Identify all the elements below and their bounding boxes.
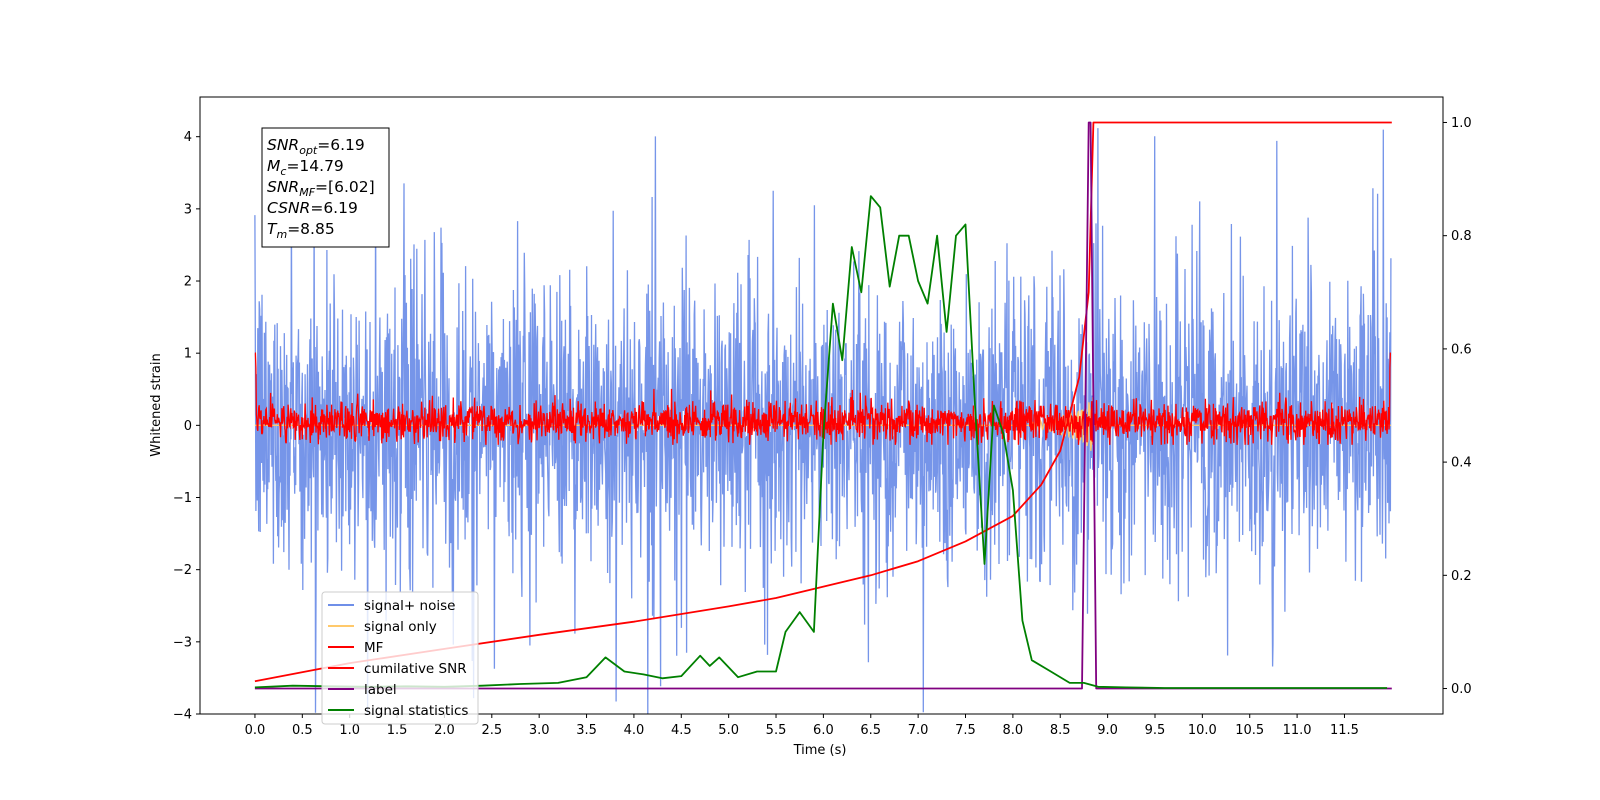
y-left-tick-label: 0 bbox=[184, 419, 192, 434]
annotation-line: SNRMF=[6.02] bbox=[267, 178, 375, 199]
y-left-tick-label: −1 bbox=[173, 491, 192, 506]
x-tick-label: 10.0 bbox=[1188, 723, 1217, 738]
x-tick-label: 9.5 bbox=[1145, 723, 1166, 738]
y-axis-label: Whitened strain bbox=[149, 353, 164, 456]
x-tick-label: 0.0 bbox=[245, 723, 266, 738]
legend-label: cumilative SNR bbox=[364, 661, 467, 677]
annotation-box-frame bbox=[261, 127, 390, 248]
y-right-tick-label: 0.4 bbox=[1451, 456, 1472, 471]
x-tick-label: 4.5 bbox=[671, 723, 692, 738]
x-tick-label: 3.0 bbox=[529, 723, 550, 738]
y-right-tick-label: 0.2 bbox=[1451, 569, 1472, 584]
series-signal-statistics bbox=[254, 195, 1388, 689]
x-axis: 0.0 0.5 1.0 1.5 2.0 2.5 3.0 3.5 4.0 4.5 5.0 5.5 6.0 6… bbox=[245, 714, 1359, 738]
x-tick-label: 7.0 bbox=[908, 723, 929, 738]
x-tick-label: 4.0 bbox=[624, 723, 645, 738]
legend-label: signal+ noise bbox=[364, 598, 455, 614]
annotation-line: Tm=8.85 bbox=[267, 220, 335, 241]
y-right-tick-label: 0.8 bbox=[1451, 229, 1472, 244]
y-right-tick-label: 1.0 bbox=[1451, 116, 1472, 131]
y-left-tick-label: 3 bbox=[184, 202, 192, 217]
legend-label: signal only bbox=[364, 619, 437, 635]
y-left-tick-label: −2 bbox=[173, 563, 192, 578]
x-tick-label: 8.0 bbox=[1003, 723, 1024, 738]
annotation-box: SNRopt=6.19Mc=14.79SNRMF=[6.02]CSNR=6.19… bbox=[261, 127, 390, 248]
y-left-tick-label: 4 bbox=[184, 130, 192, 145]
y-left-tick-label: −3 bbox=[173, 635, 192, 650]
annotation-line: CSNR=6.19 bbox=[267, 199, 358, 217]
x-tick-label: 7.5 bbox=[955, 723, 976, 738]
x-tick-label: 5.5 bbox=[766, 723, 787, 738]
plot-area bbox=[254, 121, 1392, 714]
y-right-tick-label: 0.6 bbox=[1451, 342, 1472, 357]
x-tick-label: 6.5 bbox=[860, 723, 881, 738]
x-tick-label: 1.5 bbox=[387, 723, 408, 738]
series-cumilative-snr bbox=[254, 121, 1392, 683]
x-tick-label: 11.0 bbox=[1283, 723, 1312, 738]
x-tick-label: 1.0 bbox=[339, 723, 360, 738]
x-tick-label: 6.0 bbox=[813, 723, 834, 738]
x-tick-label: 2.0 bbox=[434, 723, 455, 738]
x-tick-label: 8.5 bbox=[1050, 723, 1071, 738]
x-tick-label: 3.5 bbox=[576, 723, 597, 738]
x-tick-label: 0.5 bbox=[292, 723, 313, 738]
legend-label: signal statistics bbox=[364, 703, 468, 719]
legend-label: label bbox=[364, 682, 397, 698]
legend-frame bbox=[321, 591, 479, 725]
x-tick-label: 11.5 bbox=[1330, 723, 1359, 738]
y-left-tick-label: 1 bbox=[184, 347, 192, 362]
x-axis-label: Time (s) bbox=[793, 743, 847, 758]
legend: signal+ noise signal only MF cumilative SNR… bbox=[321, 591, 479, 725]
annotation-line: Mc=14.79 bbox=[267, 157, 344, 178]
x-tick-label: 9.0 bbox=[1097, 723, 1118, 738]
x-tick-label: 2.5 bbox=[481, 723, 502, 738]
series-mf bbox=[254, 352, 1392, 445]
y-left-tick-label: −4 bbox=[173, 708, 192, 723]
axes-frame bbox=[199, 96, 1444, 715]
x-tick-label: 10.5 bbox=[1235, 723, 1264, 738]
y-left-tick-label: 2 bbox=[184, 275, 192, 290]
x-tick-label: 5.0 bbox=[718, 723, 739, 738]
y-axis-right: 0.0 0.2 0.4 0.6 0.8 1.0 bbox=[1443, 116, 1472, 697]
annotation-line: SNRopt=6.19 bbox=[267, 136, 365, 157]
legend-label: MF bbox=[364, 640, 383, 656]
y-right-tick-label: 0.0 bbox=[1451, 682, 1472, 697]
y-axis-left: −4 −3 −2 −1 0 1 2 3 4 bbox=[173, 130, 200, 723]
